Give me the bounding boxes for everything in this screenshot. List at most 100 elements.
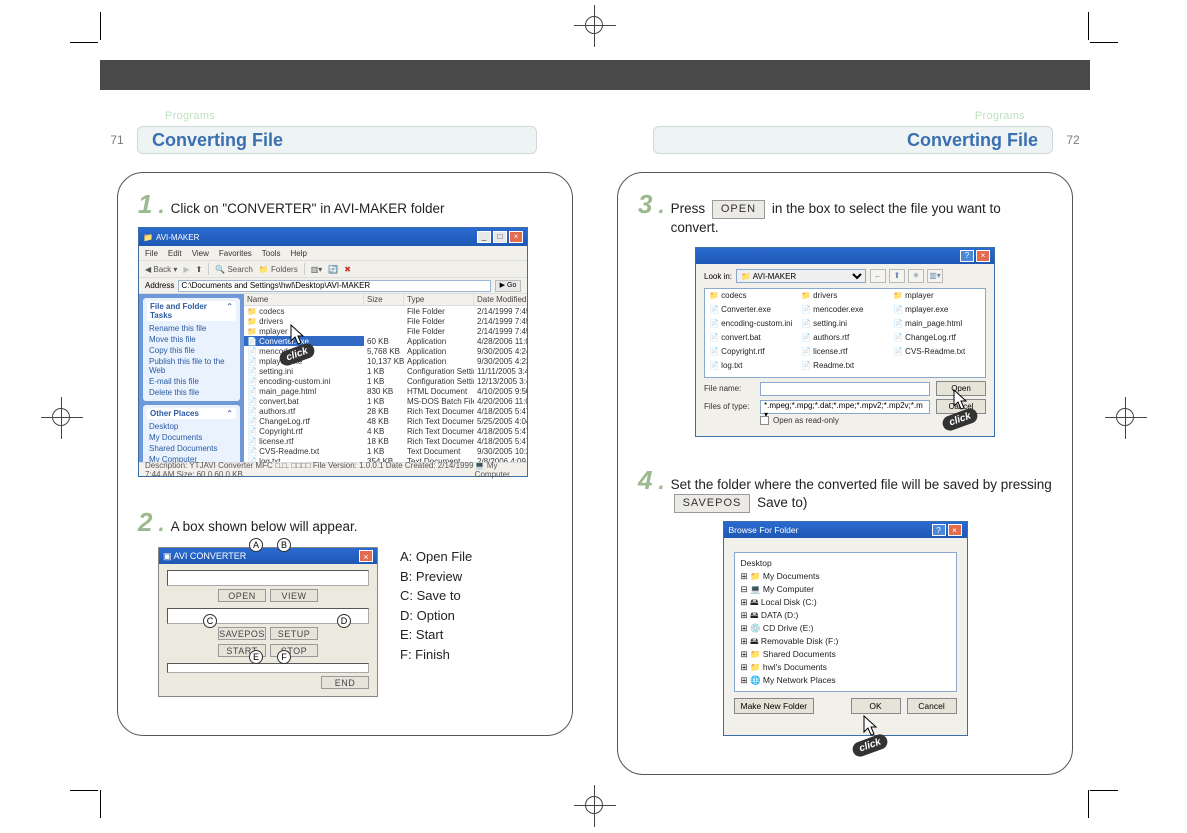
file-item[interactable]: 📁 codecs bbox=[709, 291, 797, 305]
file-item[interactable]: 📄 Converter.exe bbox=[709, 305, 797, 319]
file-row[interactable]: 📄 encoding-custom.ini1 KBConfiguration S… bbox=[244, 376, 527, 386]
menu-file[interactable]: File bbox=[145, 249, 158, 258]
back-button[interactable]: ◀ Back ▾ bbox=[145, 265, 177, 274]
sync-icon[interactable]: 🔄 bbox=[328, 265, 338, 274]
file-item[interactable]: 📄 convert.bat bbox=[709, 333, 797, 347]
explorer-menubar[interactable]: File Edit View Favorites Tools Help bbox=[139, 246, 527, 260]
cancel-button[interactable]: Cancel bbox=[907, 698, 957, 714]
file-item[interactable]: 📁 drivers bbox=[801, 291, 889, 305]
views-icon[interactable]: ▥▾ bbox=[927, 269, 943, 283]
up-button[interactable]: ⬆ bbox=[196, 265, 203, 274]
task-item[interactable]: Publish this file to the Web bbox=[147, 356, 236, 376]
filename-input[interactable] bbox=[760, 382, 930, 396]
folder-tree[interactable]: Desktop⊞ 📁 My Documents⊟ 💻 My Computer ⊞… bbox=[734, 552, 957, 692]
menu-favorites[interactable]: Favorites bbox=[219, 249, 252, 258]
file-row[interactable]: 📄 Converter.exe60 KBApplication4/28/2006… bbox=[244, 336, 527, 346]
marker-a-icon: A bbox=[249, 538, 263, 552]
back-icon[interactable]: ← bbox=[870, 269, 886, 283]
file-row[interactable]: 📄 mencoder.exe5,768 KBApplication9/30/20… bbox=[244, 346, 527, 356]
file-row[interactable]: 📄 authors.rtf28 KBRich Text Document4/18… bbox=[244, 406, 527, 416]
menu-edit[interactable]: Edit bbox=[168, 249, 182, 258]
file-row[interactable]: 📄 ChangeLog.rtf48 KBRich Text Document5/… bbox=[244, 416, 527, 426]
tree-node[interactable]: Desktop bbox=[741, 557, 950, 570]
tree-node[interactable]: ⊞ 🖴 DATA (D:) bbox=[741, 609, 950, 622]
cursor-icon bbox=[858, 714, 882, 738]
file-item[interactable]: 📄 ChangeLog.rtf bbox=[893, 333, 981, 347]
file-item[interactable]: 📄 mencoder.exe bbox=[801, 305, 889, 319]
make-new-folder-button[interactable]: Make New Folder bbox=[734, 698, 815, 714]
filetype-select[interactable]: *.mpeg;*.mpg;*.dat;*.mpe;*.mpv2;*.mp2v;*… bbox=[760, 400, 930, 414]
up-icon[interactable]: ⬆ bbox=[889, 269, 905, 283]
view-button[interactable]: VIEW bbox=[270, 589, 318, 602]
task-item[interactable]: Copy this file bbox=[147, 345, 236, 356]
task-item[interactable]: Delete this file bbox=[147, 387, 236, 398]
lookin-select[interactable]: 📁 AVI-MAKER bbox=[736, 269, 866, 283]
menu-tools[interactable]: Tools bbox=[262, 249, 281, 258]
close-icon[interactable]: × bbox=[359, 550, 373, 562]
file-item[interactable]: 📄 main_page.html bbox=[893, 319, 981, 333]
open-button[interactable]: Open bbox=[936, 381, 986, 396]
close-icon[interactable]: × bbox=[509, 231, 523, 243]
ok-button[interactable]: OK bbox=[851, 698, 901, 714]
savepos-button[interactable]: SAVEPOS bbox=[218, 627, 266, 640]
views-button[interactable]: ▥▾ bbox=[311, 265, 323, 274]
file-row[interactable]: 📁 mplayerFile Folder2/14/1999 7:45 AM bbox=[244, 326, 527, 336]
end-button[interactable]: END bbox=[321, 676, 369, 689]
readonly-checkbox[interactable] bbox=[760, 416, 769, 425]
file-row[interactable]: 📄 CVS-Readme.txt1 KBText Document9/30/20… bbox=[244, 446, 527, 456]
file-row[interactable]: 📄 Copyright.rtf4 KBRich Text Document4/1… bbox=[244, 426, 527, 436]
file-area[interactable]: 📁 codecs 📁 drivers 📁 mplayer 📄 Converter.ex… bbox=[704, 288, 986, 378]
close-icon[interactable]: × bbox=[948, 524, 962, 536]
file-item[interactable]: 📁 mplayer bbox=[893, 291, 981, 305]
cancel-icon[interactable]: ✖ bbox=[344, 265, 351, 274]
readonly-row[interactable]: Open as read-only bbox=[696, 414, 994, 425]
file-row[interactable]: 📄 main_page.html830 KBHTML Document4/10/… bbox=[244, 386, 527, 396]
file-item[interactable]: 📄 setting.ini bbox=[801, 319, 889, 333]
task-item[interactable]: Rename this file bbox=[147, 323, 236, 334]
file-row[interactable]: 📄 convert.bat1 KBMS-DOS Batch File4/20/2… bbox=[244, 396, 527, 406]
file-item[interactable]: 📄 CVS-Readme.txt bbox=[893, 347, 981, 361]
forward-button[interactable]: ▶ bbox=[183, 265, 189, 274]
column-headers[interactable]: Name Size Type Date Modified bbox=[244, 294, 527, 306]
open-button[interactable]: OPEN bbox=[218, 589, 266, 602]
file-row[interactable]: 📄 mplayer.exe10,137 KBApplication9/30/20… bbox=[244, 356, 527, 366]
place-item[interactable]: Shared Documents bbox=[147, 443, 236, 454]
file-item[interactable]: 📄 Readme.txt bbox=[801, 361, 889, 375]
file-item[interactable]: 📄 mplayer.exe bbox=[893, 305, 981, 319]
tree-node[interactable]: ⊞ 📁 hwl's Documents bbox=[741, 661, 950, 674]
close-icon[interactable]: × bbox=[976, 250, 990, 262]
maximize-icon[interactable]: □ bbox=[493, 231, 507, 243]
file-item[interactable]: 📄 license.rtf bbox=[801, 347, 889, 361]
task-item[interactable]: E-mail this file bbox=[147, 376, 236, 387]
file-row[interactable]: 📄 license.rtf18 KBRich Text Document4/18… bbox=[244, 436, 527, 446]
file-row[interactable]: 📄 setting.ini1 KBConfiguration Settings1… bbox=[244, 366, 527, 376]
help-icon[interactable]: ? bbox=[932, 524, 946, 536]
menu-view[interactable]: View bbox=[192, 249, 209, 258]
search-button[interactable]: 🔍 Search bbox=[215, 265, 253, 274]
place-item[interactable]: Desktop bbox=[147, 421, 236, 432]
folders-button[interactable]: 📁 Folders bbox=[259, 265, 298, 274]
tree-node[interactable]: ⊞ 🖴 Removable Disk (F:) bbox=[741, 635, 950, 648]
file-item[interactable]: 📄 log.txt bbox=[709, 361, 797, 375]
place-item[interactable]: My Documents bbox=[147, 432, 236, 443]
newfolder-icon[interactable]: ✳ bbox=[908, 269, 924, 283]
setup-button[interactable]: SETUP bbox=[270, 627, 318, 640]
address-input[interactable] bbox=[178, 280, 491, 292]
tree-node[interactable]: ⊞ 📁 My Documents bbox=[741, 570, 950, 583]
task-item[interactable]: Move this file bbox=[147, 334, 236, 345]
tree-node[interactable]: ⊞ 🖴 Local Disk (C:) bbox=[741, 596, 950, 609]
help-icon[interactable]: ? bbox=[960, 250, 974, 262]
file-item[interactable]: 📄 encoding-custom.ini bbox=[709, 319, 797, 333]
cancel-button[interactable]: Cancel bbox=[936, 399, 986, 414]
file-item[interactable]: 📄 Copyright.rtf bbox=[709, 347, 797, 361]
file-row[interactable]: 📁 driversFile Folder2/14/1999 7:45 AM bbox=[244, 316, 527, 326]
tree-node[interactable]: ⊞ 📁 Shared Documents bbox=[741, 648, 950, 661]
minimize-icon[interactable]: _ bbox=[477, 231, 491, 243]
file-item[interactable]: 📄 authors.rtf bbox=[801, 333, 889, 347]
tree-node[interactable]: ⊞ 💿 CD Drive (E:) bbox=[741, 622, 950, 635]
tree-node[interactable]: ⊞ 🌐 My Network Places bbox=[741, 674, 950, 687]
menu-help[interactable]: Help bbox=[290, 249, 306, 258]
file-row[interactable]: 📁 codecsFile Folder2/14/1999 7:45 AM bbox=[244, 306, 527, 316]
go-button[interactable]: ▶ Go bbox=[495, 280, 521, 292]
tree-node[interactable]: ⊟ 💻 My Computer bbox=[741, 583, 950, 596]
